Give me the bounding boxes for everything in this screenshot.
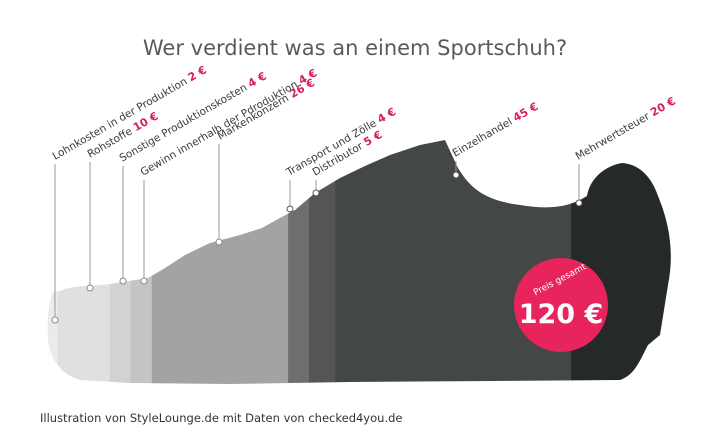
marker-dot-0 <box>51 316 59 324</box>
marker-dot-3 <box>140 277 148 285</box>
segment-8 <box>571 140 671 384</box>
credit-line: Illustration von StyleLounge.de mit Date… <box>40 411 403 425</box>
svg-text:Mehrwertsteuer 20 €: Mehrwertsteuer 20 € <box>573 95 678 163</box>
category-name-7: Einzelhandel <box>451 114 518 160</box>
segment-label-4: Markenkonzern 26 € <box>215 76 318 142</box>
svg-text:Gewinn innerhalb der Pdrodukti: Gewinn innerhalb der Pdroduktion 4 € <box>138 66 319 178</box>
total-badge-circle <box>514 258 608 352</box>
category-name-8: Mehrwertsteuer <box>574 109 655 163</box>
marker-dot-2 <box>119 277 127 285</box>
segment-4 <box>151 140 289 384</box>
marker-dot-8 <box>575 199 583 207</box>
category-value-7: 45 € <box>511 100 541 125</box>
marker-dot-5 <box>286 205 294 213</box>
marker-dot-1 <box>86 284 94 292</box>
svg-text:Markenkonzern 26 €: Markenkonzern 26 € <box>215 76 317 142</box>
segment-0 <box>47 140 59 384</box>
svg-text:Einzelhandel 45 €: Einzelhandel 45 € <box>450 100 541 160</box>
category-value-8: 20 € <box>648 95 678 120</box>
segment-label-3: Gewinn innerhalb der Pdroduktion 4 € <box>138 66 320 178</box>
segment-label-7: Einzelhandel 45 € <box>450 100 541 160</box>
segment-2 <box>109 140 132 384</box>
segments <box>47 140 671 384</box>
segment-label-8: Mehrwertsteuer 20 € <box>573 95 678 163</box>
total-badge: Preis gesamt 120 € <box>514 258 608 352</box>
total-badge-value: 120 € <box>519 299 604 330</box>
marker-dot-7 <box>452 171 460 179</box>
segment-7 <box>335 140 572 384</box>
chart-title: Wer verdient was an einem Sportschuh? <box>142 36 568 60</box>
marker-dot-6 <box>312 189 320 197</box>
segment-1 <box>57 140 111 384</box>
marker-dot-4 <box>215 238 223 246</box>
